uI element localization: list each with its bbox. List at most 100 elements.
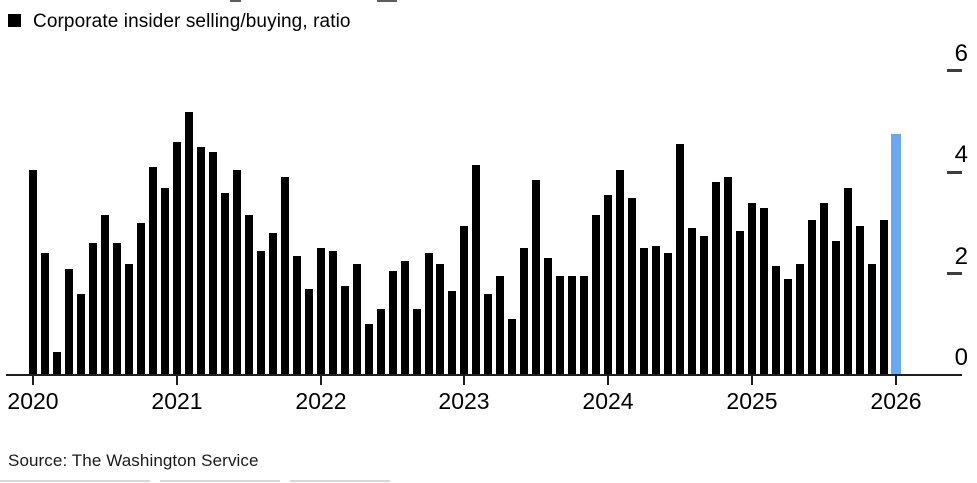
bar-2020-12 [161,188,169,375]
bar-2024-06 [664,253,672,375]
bar-2021-04 [209,152,217,375]
bar-2025-03 [772,266,780,375]
bar-2025-07 [820,203,828,375]
bar-2020-06 [89,243,97,375]
bar-2021-10 [281,177,289,375]
x-tick-2023 [463,376,465,385]
bar-2022-04 [353,264,361,375]
highlighted-bar-2026-01 [891,134,901,375]
bar-2021-03 [197,147,205,375]
cropped-text-artifact-top-2 [377,0,397,2]
x-tick-2021 [176,376,178,385]
bar-2021-07 [245,215,253,375]
bar-2021-12 [305,289,313,375]
bar-2024-04 [640,248,648,375]
bar-2021-08 [257,251,265,375]
bar-2024-09 [700,236,708,375]
bar-2022-01 [317,248,325,375]
bar-2022-10 [425,253,433,375]
y-tick-label-2: 2 [954,243,968,270]
bar-2021-06 [233,170,241,375]
bar-2020-10 [137,223,145,375]
bar-2020-07 [101,215,109,375]
bar-2023-02 [472,165,480,375]
bar-2023-10 [568,276,576,375]
bar-2021-05 [221,193,229,375]
bar-2020-08 [113,243,121,375]
bar-2023-08 [544,258,552,375]
plot-area: 2020 2021 2022 2023 2024 2025 2026 0 2 4 6 [6,40,968,414]
bar-2025-09 [844,188,852,375]
bar-2020-05 [77,294,85,375]
bar-2023-03 [484,294,492,375]
x-tick-label-2026: 2026 [870,388,922,414]
bar-2023-09 [556,276,564,375]
y-tick-dash-4 [947,171,962,174]
bar-2024-02 [616,170,624,375]
x-tick-label-2021: 2021 [151,388,203,414]
bar-2025-11 [868,264,876,375]
y-tick-label-4: 4 [954,141,968,168]
x-tick-label-2025: 2025 [726,388,778,414]
y-tick-label-6: 6 [954,40,968,67]
x-tick-2022 [320,376,322,385]
bar-2023-07 [532,180,540,375]
bar-2025-01 [748,203,756,375]
x-tick-label-2023: 2023 [438,388,490,414]
x-axis-line [6,374,962,376]
source-credit: Source: The Washington Service [8,451,259,470]
bar-2025-08 [832,241,840,375]
x-tick-2024 [607,376,609,385]
x-tick-2020 [32,376,34,385]
bar-2020-09 [125,264,133,375]
bar-2024-03 [628,198,636,375]
bar-2021-09 [269,233,277,375]
bar-2023-04 [496,276,504,375]
bar-2022-02 [329,251,337,375]
bar-2023-06 [520,248,528,375]
bar-2022-07 [389,271,397,375]
bar-2025-05 [796,264,804,375]
cropped-text-artifact-bottom-2 [160,480,280,482]
x-tick-label-2022: 2022 [295,388,347,414]
bar-2025-02 [760,208,768,375]
bar-2024-11 [724,177,732,375]
bar-2023-11 [580,276,588,375]
bar-2024-07 [676,144,684,375]
bar-2024-08 [688,228,696,375]
bar-2024-10 [712,182,720,375]
bar-2022-05 [365,324,373,375]
y-tick-label-0: 0 [954,344,968,371]
bar-2022-06 [377,309,385,375]
bar-2024-01 [604,195,612,375]
y-tick-dash-6 [947,69,962,72]
bar-2025-06 [808,220,816,375]
bar-2023-01 [460,226,468,375]
bar-2020-04 [65,269,73,375]
cropped-text-artifact-bottom-3 [290,480,390,482]
cropped-text-artifact-bottom-1 [0,480,150,482]
bar-2022-03 [341,286,349,375]
y-tick-dash-2 [947,272,962,275]
bar-2024-05 [652,246,660,375]
bar-2020-02 [41,253,49,375]
x-tick-2026 [895,376,897,385]
bar-2020-01 [29,170,37,375]
bar-2022-11 [436,264,444,375]
legend: Corporate insider selling/buying, ratio [8,11,351,33]
bar-2022-08 [401,261,409,375]
bar-2021-11 [293,256,301,375]
bar-2023-05 [508,319,516,375]
bar-2020-11 [149,167,157,375]
bar-2022-12 [448,291,456,375]
bar-2024-12 [736,231,744,375]
bar-2021-02 [185,112,193,375]
x-tick-label-2024: 2024 [582,388,634,414]
x-tick-2025 [751,376,753,385]
cropped-text-artifact-top-1 [230,0,241,2]
bar-2025-04 [784,279,792,375]
bar-2021-01 [173,142,181,375]
bar-2025-12 [880,220,888,375]
bar-2020-03 [53,352,61,375]
